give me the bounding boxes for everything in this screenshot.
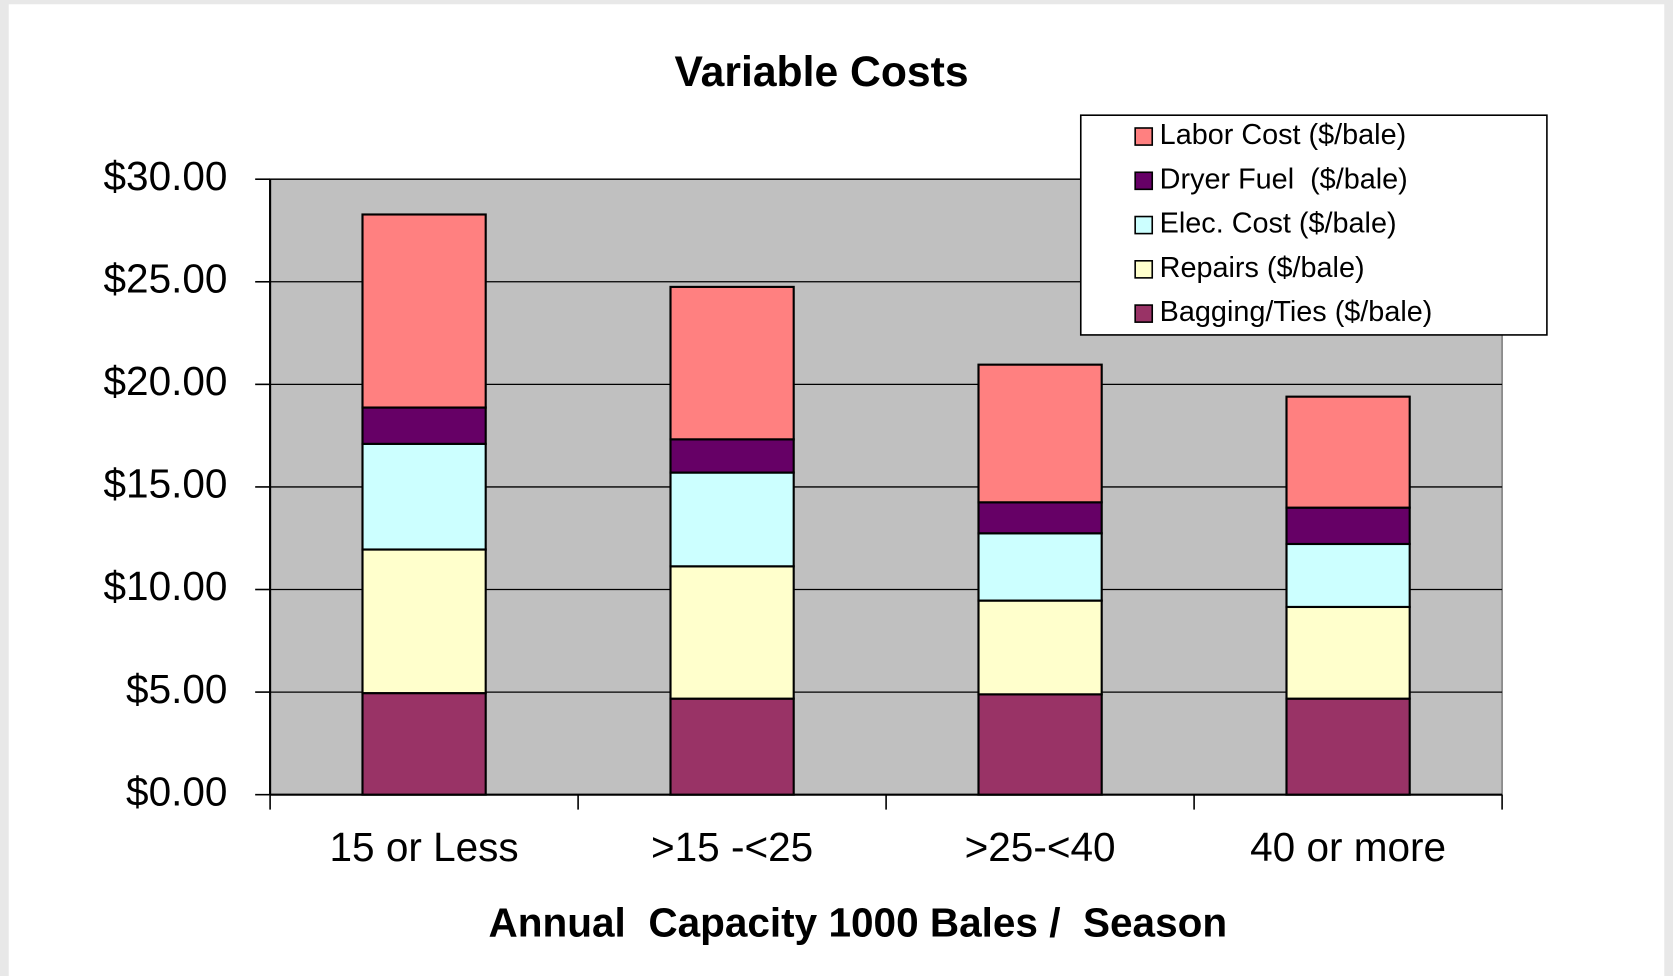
legend-swatch: [1134, 127, 1154, 146]
legend-swatch: [1134, 215, 1154, 235]
legend-swatch: [1134, 260, 1154, 279]
legend-label: Dryer Fuel ($/bale): [1160, 163, 1408, 195]
chart-title: Variable Costs: [675, 48, 969, 96]
legend-swatch: [1134, 304, 1154, 323]
bar-segment: [669, 438, 795, 474]
bar-segment: [669, 285, 795, 441]
bar-segment: [977, 501, 1103, 535]
bar-segment: [1285, 605, 1411, 700]
legend-label: Bagging/Ties ($/bale): [1160, 296, 1433, 328]
bar-segment: [669, 471, 795, 568]
y-tick-label: $5.00: [126, 666, 227, 712]
bar-segment: [361, 406, 487, 445]
bar-segment: [977, 599, 1103, 696]
y-tick-label: $10.00: [104, 563, 228, 609]
bar-segment: [361, 442, 487, 551]
bar-segment: [1285, 542, 1411, 609]
bar-segment: [977, 363, 1103, 504]
y-tick-label: $15.00: [104, 461, 228, 507]
y-tick-label: $30.00: [104, 153, 228, 199]
legend-box: [1079, 114, 1548, 336]
x-tick-label: >15 -<25: [651, 824, 813, 870]
bar-segment: [977, 693, 1103, 796]
legend-label: Labor Cost ($/bale): [1160, 119, 1407, 151]
legend-label: Elec. Cost ($/bale): [1160, 208, 1397, 240]
legend-swatch: [1134, 171, 1154, 191]
bar-segment: [361, 692, 487, 796]
y-tick-label: $25.00: [104, 255, 228, 301]
legend-label: Repairs ($/bale): [1160, 252, 1365, 284]
x-tick-label: 15 or Less: [330, 824, 519, 870]
y-tick-label: $0.00: [126, 768, 227, 814]
bar-segment: [669, 565, 795, 700]
x-axis-label: Annual Capacity 1000 Bales / Season: [489, 900, 1228, 946]
x-tick-label: 40 or more: [1250, 824, 1446, 870]
y-tick-label: $20.00: [104, 358, 228, 404]
bar-segment: [361, 548, 487, 695]
bar-segment: [1285, 506, 1411, 546]
bar-segment: [1285, 697, 1411, 796]
x-tick-label: >25-<40: [965, 824, 1116, 870]
bar-segment: [1285, 395, 1411, 509]
bar-segment: [977, 532, 1103, 602]
bar-segment: [669, 697, 795, 796]
bar-segment: [361, 213, 487, 409]
